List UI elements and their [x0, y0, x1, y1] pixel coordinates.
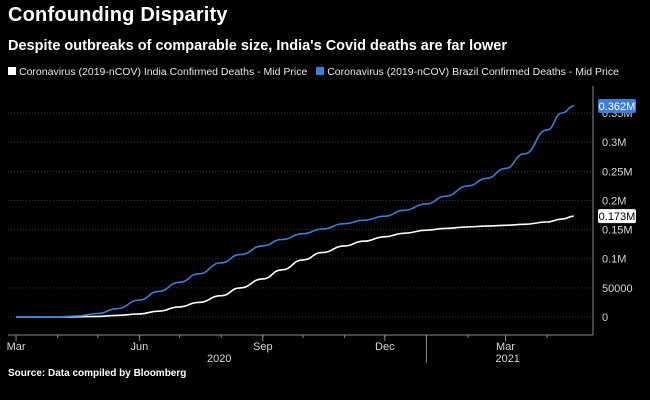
chart-title: Confounding Disparity — [8, 4, 228, 26]
end-value-badge-brazil — [598, 99, 636, 114]
x-year-label: 2021 — [495, 353, 519, 365]
source-note: Source: Data compiled by Bloomberg — [8, 368, 187, 379]
legend-item-brazil: Coronavirus (2019-nCOV) Brazil Confirmed… — [316, 66, 619, 78]
chart-subtitle: Despite outbreaks of comparable size, In… — [8, 38, 508, 54]
y-tick-label: 0.1M — [602, 254, 626, 266]
y-tick-label: 0.25M — [602, 166, 633, 178]
legend-label-india: Coronavirus (2019-nCOV) India Confirmed … — [19, 66, 308, 78]
x-tick-label: Mar — [496, 341, 515, 353]
y-tick-label: 0.2M — [602, 195, 626, 207]
y-tick-label: 0 — [602, 312, 608, 324]
x-year-label: 2020 — [207, 353, 231, 365]
end-value-label-brazil: 0.362M — [599, 101, 636, 113]
legend-swatch-india — [8, 67, 16, 75]
legend-label-brazil: Coronavirus (2019-nCOV) Brazil Confirmed… — [327, 66, 619, 78]
series-line-brazil — [15, 105, 575, 318]
end-value-badge-india — [598, 209, 636, 224]
y-tick-label: 0.3M — [602, 137, 626, 149]
y-tick-label: 50000 — [602, 283, 633, 295]
legend-swatch-brazil — [316, 67, 325, 75]
x-tick-label: Jun — [131, 341, 149, 353]
x-tick-label: Mar — [7, 341, 26, 353]
legend-item-india: Coronavirus (2019-nCOV) India Confirmed … — [8, 66, 307, 78]
end-value-label-india: 0.173M — [599, 211, 636, 223]
x-tick-label: Dec — [375, 341, 395, 353]
y-tick-label: 0.15M — [602, 225, 633, 237]
x-tick-label: Sep — [253, 341, 273, 353]
series-line-india — [16, 215, 574, 318]
legend: Coronavirus (2019-nCOV) India Confirmed … — [8, 66, 625, 78]
